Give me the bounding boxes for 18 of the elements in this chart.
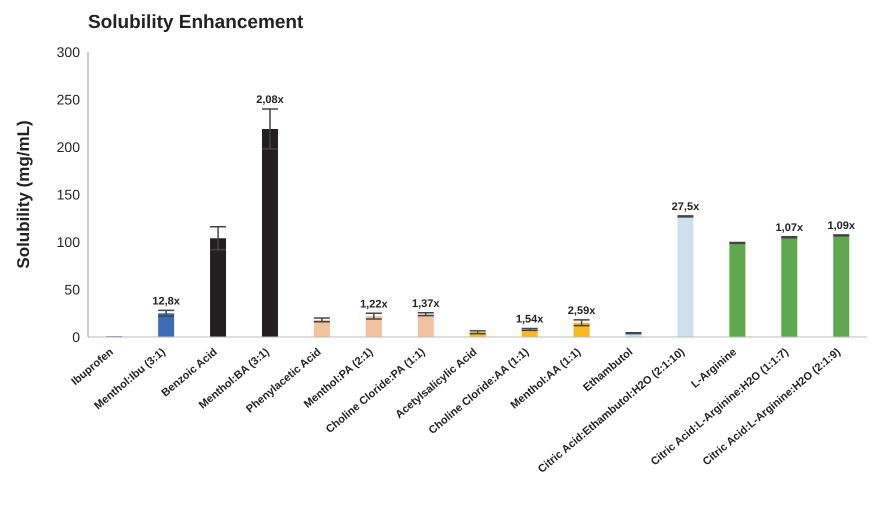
y-tick-label: 0 xyxy=(72,328,80,345)
annotation: 1,07x xyxy=(776,222,804,234)
y-tick-label: 50 xyxy=(64,281,80,298)
annotation: 1,54x xyxy=(516,313,544,326)
annotation: 12,8x xyxy=(152,295,181,308)
annotation: 1,22x xyxy=(360,298,388,310)
annotation: 27,5x xyxy=(672,200,700,213)
annotation: 2,59x xyxy=(568,304,596,317)
annotation: 1,37x xyxy=(412,298,440,310)
annotation: 1,09x xyxy=(827,220,856,232)
annotation: 2,08x xyxy=(256,94,285,106)
y-tick-label: 300 xyxy=(56,44,80,60)
y-tick-label: 150 xyxy=(56,186,80,202)
chart-title: Solubility Enhancement xyxy=(87,11,304,35)
y-tick-label: 100 xyxy=(56,234,80,250)
y-tick-label: 250 xyxy=(56,91,80,108)
y-tick-label: 200 xyxy=(56,138,80,155)
y-axis-title: Solubility (mg/mL) xyxy=(14,120,34,269)
